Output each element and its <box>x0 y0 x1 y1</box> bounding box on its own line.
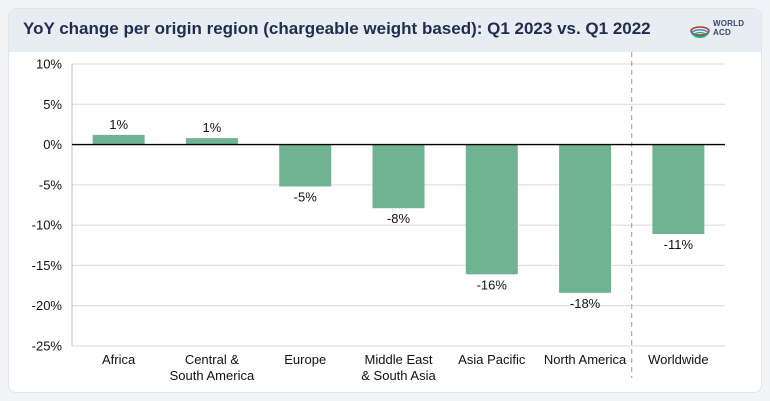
logo-text: WORLD ACD <box>713 19 744 37</box>
logo-line-1: WORLD <box>713 19 745 28</box>
y-tick-label: -10% <box>32 218 63 233</box>
x-category-label: Europe <box>284 352 326 367</box>
x-category-label: Central & <box>185 352 240 367</box>
bar <box>465 144 518 275</box>
data-label: -18% <box>570 296 601 311</box>
bar <box>185 138 238 145</box>
y-tick-label: 10% <box>36 57 62 72</box>
y-tick-label: -15% <box>32 258 63 273</box>
x-category-label: Middle East <box>365 352 433 367</box>
x-category-label: North America <box>544 352 627 367</box>
bar <box>559 144 612 293</box>
bar <box>92 134 145 145</box>
data-label: 1% <box>203 120 222 135</box>
chart-title: YoY change per origin region (chargeable… <box>23 19 651 38</box>
data-label: -8% <box>387 211 411 226</box>
chart-header: YoY change per origin region (chargeable… <box>9 9 761 52</box>
data-label: -16% <box>477 277 508 292</box>
y-tick-label: -25% <box>32 339 63 354</box>
globe-swirl-icon <box>690 26 710 39</box>
data-label: 1% <box>109 117 128 132</box>
x-category-label: South America <box>170 368 255 383</box>
data-label: -11% <box>664 237 694 252</box>
bar <box>652 144 705 235</box>
data-label: -5% <box>294 189 318 204</box>
y-tick-label: -20% <box>32 298 63 313</box>
world-acd-logo: WORLD ACD <box>689 17 749 45</box>
y-tick-label: 5% <box>43 97 62 112</box>
bar <box>279 144 332 187</box>
x-category-label: Worldwide <box>648 352 708 367</box>
y-tick-label: 0% <box>43 137 62 152</box>
y-tick-label: -5% <box>39 177 63 192</box>
bar <box>372 144 425 209</box>
chart-card: YoY change per origin region (chargeable… <box>8 8 762 393</box>
x-category-label: Asia Pacific <box>458 352 526 367</box>
x-category-label: & South Asia <box>361 368 436 383</box>
x-category-label: Africa <box>102 352 136 367</box>
logo-line-2: ACD <box>713 28 731 37</box>
